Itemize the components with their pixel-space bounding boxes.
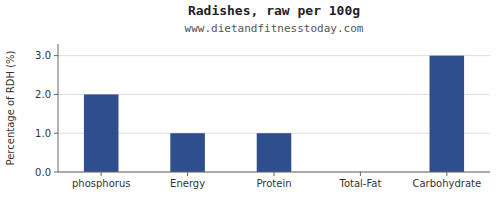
x-tick-label: Carbohydrate <box>412 178 481 189</box>
bar <box>430 56 465 172</box>
x-tick-label: Protein <box>256 178 291 189</box>
x-tick-label: phosphorus <box>72 178 130 189</box>
x-axis: phosphorus Energy Protein Total-Fat Carbohyd… <box>58 172 490 189</box>
chart-container: Radishes, raw per 100g www.dietandfitness… <box>0 0 500 200</box>
y-tick <box>54 172 58 173</box>
y-tick <box>54 94 58 95</box>
x-tick <box>274 172 275 176</box>
x-tick <box>187 172 188 176</box>
grid-line <box>58 94 490 95</box>
y-axis-line <box>58 44 59 172</box>
x-tick <box>446 172 447 176</box>
x-tick <box>360 172 361 176</box>
y-tick-label: 0.0 <box>35 167 51 178</box>
y-tick-label: 3.0 <box>35 50 51 61</box>
subtitle: www.dietandfitnesstoday.com <box>185 22 364 35</box>
chart-svg: Radishes, raw per 100g www.dietandfitness… <box>0 0 500 200</box>
y-tick-label: 1.0 <box>35 128 51 139</box>
bar <box>170 133 205 172</box>
y-axis: 0.0 1.0 2.0 3.0 <box>35 44 58 178</box>
x-tick <box>101 172 102 176</box>
y-tick <box>54 133 58 134</box>
bars <box>84 56 464 172</box>
x-tick-label: Total-Fat <box>338 178 381 189</box>
y-axis-label: Percentage of RDH (%) <box>5 50 16 165</box>
grid <box>58 56 490 172</box>
bar <box>257 133 292 172</box>
bar <box>84 94 119 172</box>
y-tick <box>54 55 58 56</box>
y-tick-label: 2.0 <box>35 89 51 100</box>
title: Radishes, raw per 100g <box>188 3 360 18</box>
x-tick-label: Energy <box>170 178 205 189</box>
grid-line <box>58 55 490 56</box>
